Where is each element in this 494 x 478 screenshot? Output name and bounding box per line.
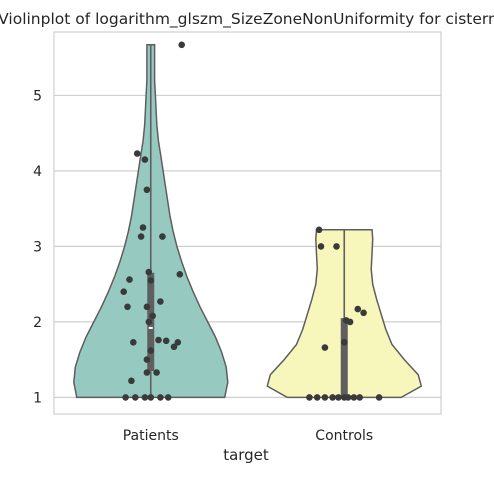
data-point: [145, 268, 153, 276]
y-tick-label: 4: [33, 164, 42, 180]
data-point: [122, 394, 129, 401]
x-axis-label: target: [223, 446, 269, 464]
data-point: [149, 312, 156, 320]
data-point: [141, 394, 149, 401]
data-point: [176, 271, 184, 278]
data-point: [350, 394, 358, 401]
data-point: [143, 186, 151, 194]
data-point: [360, 309, 367, 317]
data-point: [139, 224, 147, 231]
data-point: [132, 394, 139, 401]
data-point: [335, 394, 342, 401]
x-tick-label: Controls: [315, 428, 373, 444]
points-layer: [120, 41, 383, 401]
data-point: [130, 339, 137, 346]
data-point: [143, 303, 151, 311]
data-point: [143, 356, 151, 363]
data-point: [164, 394, 172, 401]
data-point: [315, 226, 323, 234]
data-point: [124, 303, 131, 311]
median-marker-patients: [148, 326, 153, 329]
data-point: [321, 394, 329, 401]
data-point: [329, 394, 336, 401]
data-point: [147, 347, 155, 354]
data-point: [147, 277, 155, 284]
data-point: [147, 394, 155, 401]
data-point: [375, 394, 383, 401]
y-tick-label: 1: [33, 390, 42, 406]
iqr-box-controls: [340, 318, 348, 398]
data-point: [170, 343, 178, 351]
data-point: [333, 243, 340, 250]
data-point: [313, 394, 321, 401]
data-point: [317, 243, 325, 250]
data-point: [159, 233, 166, 240]
data-point: [153, 369, 160, 376]
plot-frame: [53, 31, 442, 415]
data-point: [141, 156, 149, 163]
data-point: [178, 41, 185, 49]
data-point: [306, 394, 313, 401]
data-point: [344, 394, 352, 401]
data-point: [174, 339, 182, 346]
data-point: [133, 150, 141, 157]
data-point: [137, 233, 145, 240]
data-point: [157, 298, 164, 305]
data-point: [356, 394, 364, 401]
data-point: [157, 394, 164, 401]
data-point: [126, 276, 133, 283]
data-point: [342, 317, 350, 324]
data-point: [354, 305, 362, 313]
data-point: [120, 288, 127, 296]
data-point: [128, 377, 135, 385]
data-point: [341, 339, 348, 346]
x-tick-label: Patients: [123, 428, 179, 444]
y-tick-label: 2: [33, 315, 42, 331]
y-tick-label: 5: [33, 88, 42, 104]
data-point: [155, 336, 162, 344]
tick-layer: 1 2 3 4 5 Patients Controls: [33, 88, 373, 444]
data-point: [143, 369, 151, 376]
data-point: [162, 337, 170, 345]
data-point: [321, 344, 329, 351]
violin-layer: [73, 44, 423, 399]
chart-title: Violinplot of logarithm_glszm_SizeZoneNo…: [0, 10, 494, 29]
data-point: [145, 318, 153, 326]
y-tick-label: 3: [33, 239, 42, 255]
